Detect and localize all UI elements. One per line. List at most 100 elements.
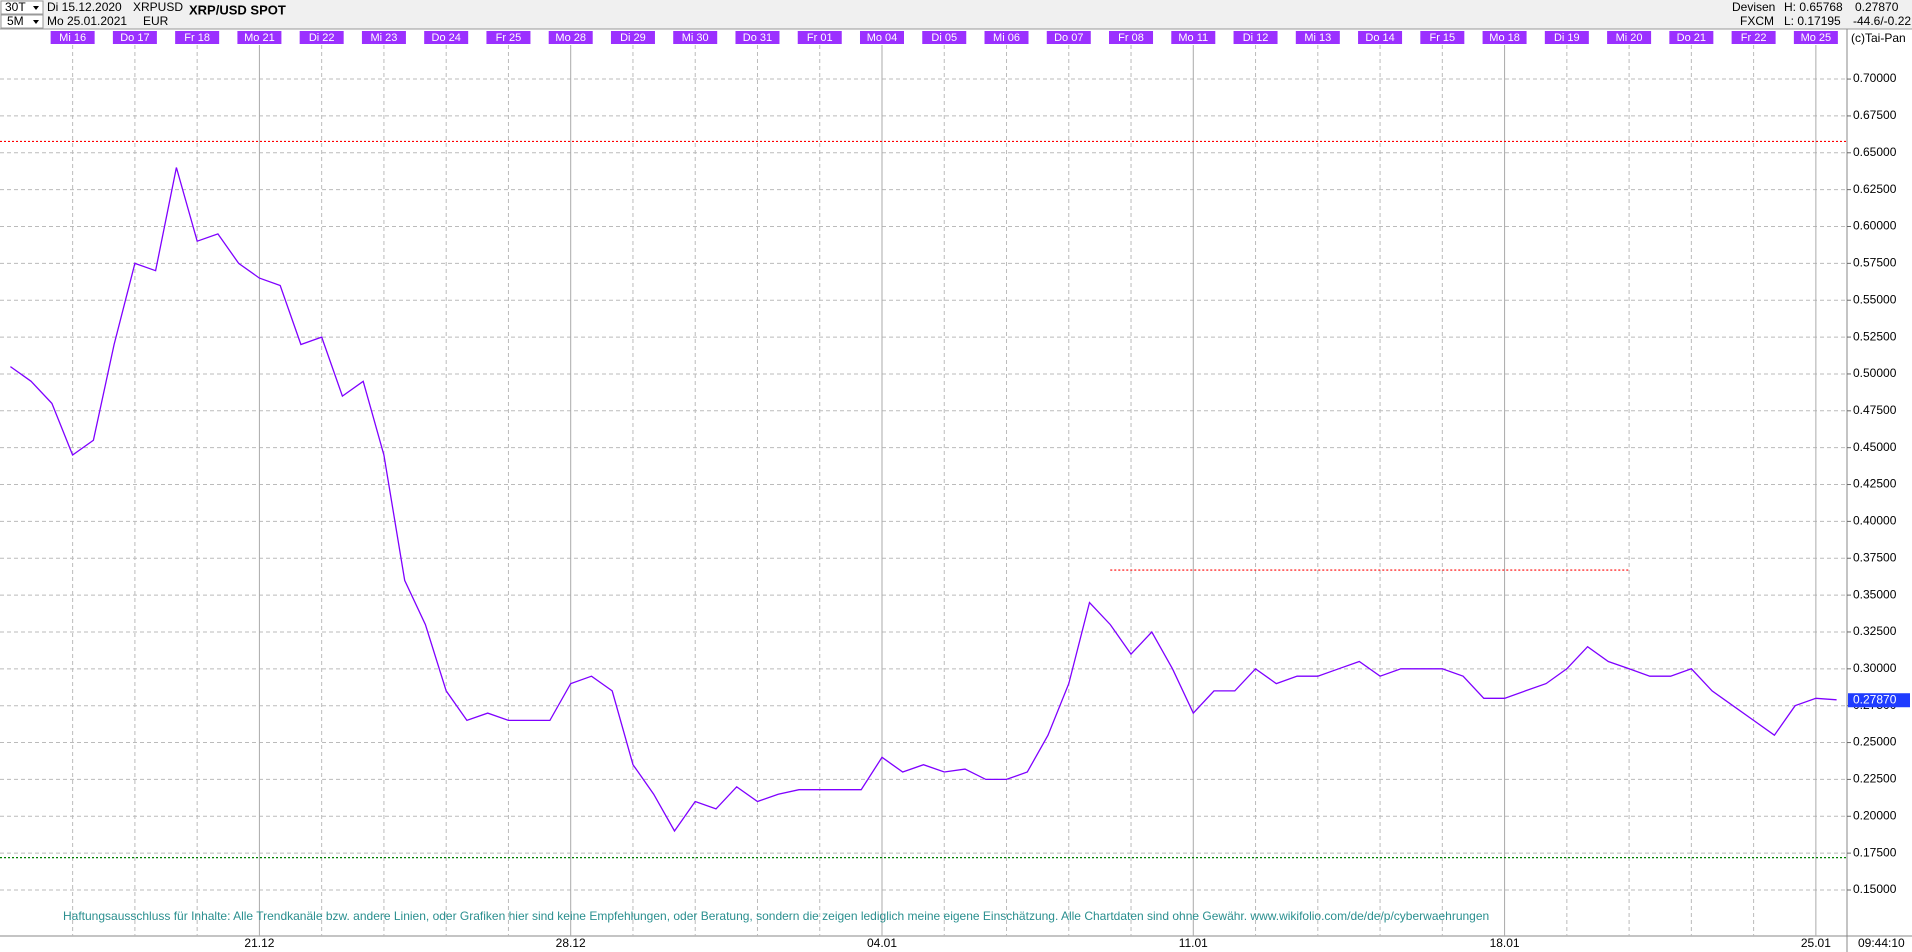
day-label-box [1793,31,1838,44]
day-label: Mo 25 [1801,32,1832,44]
day-label-box [984,31,1029,44]
day-label-box [735,31,780,44]
day-label: Fr 22 [1741,32,1767,44]
day-label: Mo 18 [1489,32,1520,44]
day-label: Mo 28 [555,32,586,44]
y-tick-label: 0.47500 [1853,403,1897,417]
day-label-box [424,31,469,44]
day-label: Mi 16 [59,32,86,44]
day-label: Mi 30 [682,32,709,44]
x-tick-label: 21.12 [244,936,274,950]
y-tick-label: 0.25000 [1853,735,1897,749]
day-label-box [361,31,406,44]
y-tick-label: 0.52500 [1853,329,1897,343]
day-label-box [797,31,842,44]
y-tick-label: 0.20000 [1853,808,1897,822]
copyright: (c)Tai-Pan [1851,31,1906,45]
day-label: Di 12 [1243,32,1269,44]
resolution: 5M [7,14,24,28]
day-label: Do 07 [1054,32,1083,44]
y-tick-label: 0.40000 [1853,514,1897,528]
day-label-box [1046,31,1091,44]
y-tick-label: 0.65000 [1853,145,1897,159]
day-label: Do 31 [743,32,772,44]
y-tick-label: 0.35000 [1853,587,1897,601]
change: -44.6/-0.22 [1853,14,1911,28]
y-tick-label: 0.30000 [1853,661,1897,675]
day-label-box [1420,31,1465,44]
day-label-box [486,31,531,44]
day-label: Do 24 [432,32,461,44]
symbol: XRPUSD [133,0,183,14]
day-label: Mo 11 [1178,32,1208,44]
price: 0.27870 [1855,0,1899,14]
x-tick-label: 04.01 [867,936,897,950]
day-label-box [1233,31,1278,44]
day-label-box [610,31,655,44]
day-label: Do 14 [1365,32,1394,44]
y-tick-label: 0.70000 [1853,71,1897,85]
last-price-label: 0.27870 [1853,692,1897,706]
day-label-box [1109,31,1154,44]
chart-title: XRP/USD SPOT [189,2,286,17]
interval-box[interactable] [0,0,44,15]
day-label: Mi 06 [993,32,1020,44]
x-tick-label: 11.01 [1179,936,1208,950]
day-label-box [859,31,904,44]
day-label: Di 19 [1554,32,1580,44]
day-label: Di 22 [309,32,335,44]
day-label: Fr 01 [807,32,833,44]
time: 09:44:10 [1858,936,1905,950]
date-to: Mo 25.01.2021 [47,14,127,28]
day-label-box [1607,31,1652,44]
day-label-box [237,31,282,44]
day-label-box [299,31,344,44]
day-label-box [922,31,967,44]
source: FXCM [1740,14,1774,28]
day-label: Di 29 [620,32,646,44]
price-line [10,167,1837,833]
day-label: Fr 08 [1118,32,1144,44]
interval: 30T [5,0,26,14]
day-label: Mi 23 [370,32,397,44]
market: Devisen [1732,0,1775,14]
last-price-box [1848,693,1910,708]
day-label-box [1669,31,1714,44]
x-tick-label: 18.01 [1490,936,1520,950]
day-label: Mi 20 [1616,32,1643,44]
date-from: Di 15.12.2020 [47,0,122,14]
high: H: 0.65768 [1784,0,1843,14]
y-tick-label: 0.67500 [1853,108,1897,122]
dropdown-icon [33,20,39,24]
day-label-box [1544,31,1589,44]
day-label: Mo 21 [244,32,275,44]
y-tick-label: 0.37500 [1853,550,1897,564]
disclaimer: Haftungsausschluss für Inhalte: Alle Tre… [63,909,1489,923]
y-tick-label: 0.17500 [1853,845,1897,859]
low: L: 0.17195 [1784,14,1841,28]
y-tick-label: 0.22500 [1853,772,1897,786]
x-tick-label: 25.01 [1801,936,1831,950]
day-label-box [1731,31,1776,44]
y-tick-label: 0.55000 [1853,292,1897,306]
y-tick-label: 0.57500 [1853,256,1897,270]
y-tick-label: 0.32500 [1853,624,1897,638]
day-label-box [112,31,157,44]
day-label: Mo 04 [867,32,898,44]
day-label-box [50,31,95,44]
resolution-box[interactable] [0,14,44,29]
day-label-box [175,31,220,44]
day-label: Di 05 [931,32,957,44]
day-label: Fr 18 [184,32,210,44]
header-bar [0,0,1912,29]
y-tick-label: 0.60000 [1853,219,1897,233]
y-tick-label: 0.42500 [1853,477,1897,491]
day-label: Fr 25 [496,32,522,44]
day-label: Do 17 [120,32,149,44]
y-tick-label: 0.50000 [1853,366,1897,380]
day-label-box [673,31,718,44]
day-label: Mi 13 [1304,32,1331,44]
x-tick-label: 28.12 [556,936,586,950]
